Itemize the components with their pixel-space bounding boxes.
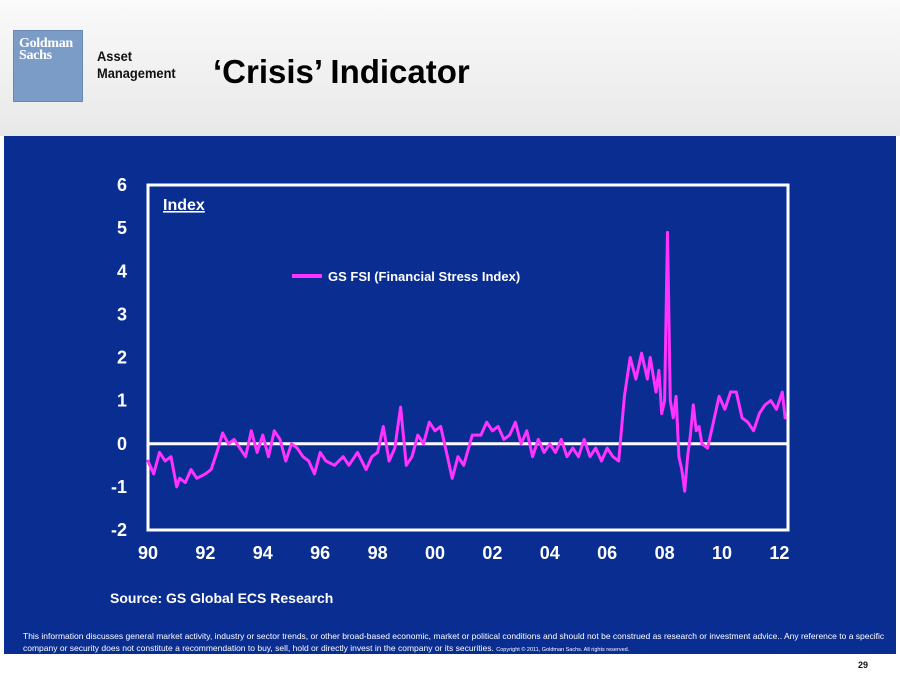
x-tick-label: 04	[540, 543, 560, 563]
logo-line2: Sachs	[19, 48, 52, 63]
x-tick-label: 06	[597, 543, 617, 563]
plot-frame	[146, 183, 790, 532]
x-tick-label: 92	[195, 543, 215, 563]
page-title: ‘Crisis’ Indicator	[213, 53, 470, 90]
y-tick-label: -2	[111, 520, 127, 540]
series-line	[146, 230, 787, 493]
x-tick-label: 00	[425, 543, 445, 563]
logo-line1: Goldman	[19, 36, 73, 51]
y-tick-label: 0	[117, 434, 127, 454]
chart-panel	[4, 136, 896, 654]
x-tick-label: 12	[769, 543, 789, 563]
x-tick-label: 10	[712, 543, 732, 563]
source-note: Source: GS Global ECS Research	[110, 590, 334, 606]
x-tick-label: 98	[368, 543, 388, 563]
header: Goldman Sachs Asset Management ‘Crisis’ …	[0, 0, 900, 136]
x-tick-label: 96	[310, 543, 330, 563]
brand-line2: Management	[97, 65, 176, 81]
x-tick-label: 02	[482, 543, 502, 563]
legend-label: GS FSI (Financial Stress Index)	[328, 269, 520, 284]
y-axis-label: Index	[163, 197, 205, 214]
y-tick-label: 6	[117, 175, 127, 195]
brand-line1: Asset	[97, 48, 133, 64]
disclaimer-text: This information discusses general marke…	[23, 631, 885, 653]
page-number: 29	[857, 660, 868, 670]
y-tick-label: 2	[117, 348, 127, 368]
y-tick-label: 3	[117, 304, 127, 324]
x-tick-label: 08	[655, 543, 675, 563]
y-tick-label: 1	[117, 391, 127, 411]
x-tick-label: 90	[138, 543, 158, 563]
y-tick-label: -1	[111, 477, 127, 497]
x-tick-label: 94	[253, 543, 273, 563]
disclaimer: This information discusses general marke…	[23, 630, 893, 656]
y-tick-label: 5	[117, 218, 127, 238]
y-tick-label: 4	[117, 261, 127, 281]
goldman-sachs-logo: Goldman Sachs	[13, 30, 83, 102]
copyright: Copyright © 2011, Goldman Sachs. All rig…	[496, 647, 630, 653]
